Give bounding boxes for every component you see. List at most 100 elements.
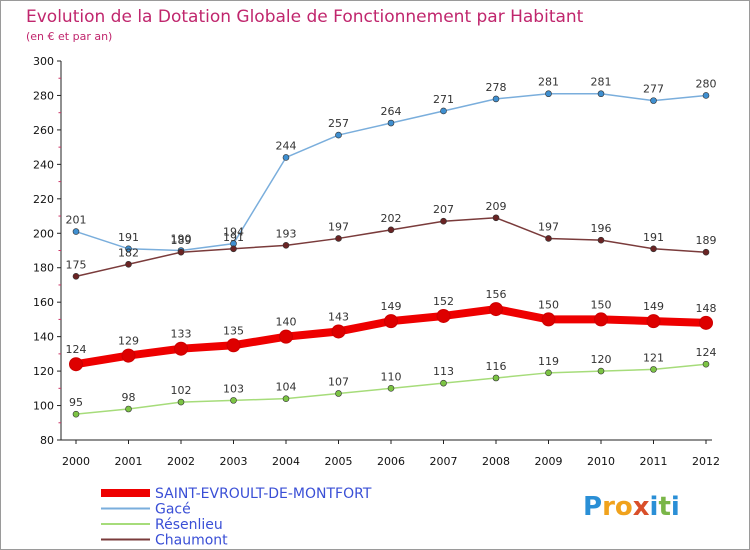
x-tick-label: 2000 bbox=[62, 455, 90, 468]
data-label: 129 bbox=[118, 335, 139, 348]
data-label: 107 bbox=[328, 375, 349, 388]
data-point bbox=[702, 92, 710, 99]
data-point bbox=[174, 341, 188, 356]
y-tick-label: 220 bbox=[33, 193, 54, 206]
series-0: 124 129 133 135 140 143 149 152 156 150 150 149 148 bbox=[66, 288, 717, 372]
data-point bbox=[594, 312, 608, 327]
data-point bbox=[282, 395, 290, 402]
series-layer: 95 98 102 103 104 107 110 113 116 119 120 121 124 201… bbox=[66, 76, 717, 418]
data-point bbox=[177, 248, 185, 256]
data-point bbox=[279, 329, 293, 344]
data-label: 143 bbox=[328, 310, 349, 323]
data-point bbox=[177, 398, 185, 406]
data-point bbox=[597, 90, 605, 98]
data-point bbox=[650, 245, 657, 253]
y-tick-label: 240 bbox=[33, 158, 54, 171]
data-point bbox=[650, 366, 657, 373]
data-point bbox=[492, 374, 500, 382]
data-label: 209 bbox=[486, 200, 507, 213]
data-label: 194 bbox=[223, 226, 244, 239]
data-point bbox=[331, 324, 346, 339]
y-tick-label: 260 bbox=[33, 124, 54, 137]
data-point bbox=[335, 235, 342, 242]
data-point bbox=[702, 248, 710, 256]
data-point bbox=[72, 228, 80, 235]
data-point bbox=[387, 119, 395, 127]
data-label: 133 bbox=[171, 328, 192, 341]
data-label: 197 bbox=[328, 220, 349, 233]
data-label: 150 bbox=[591, 298, 612, 311]
data-point bbox=[699, 315, 713, 330]
y-tick-label: 160 bbox=[33, 296, 54, 309]
data-label: 278 bbox=[486, 81, 507, 94]
data-point bbox=[125, 245, 132, 253]
data-point bbox=[125, 260, 132, 268]
proxiti-logo: Proxiti bbox=[583, 492, 680, 522]
data-label: 201 bbox=[66, 214, 87, 227]
data-point bbox=[702, 360, 710, 368]
x-tick-label: 2002 bbox=[167, 455, 195, 468]
data-label: 193 bbox=[276, 227, 297, 240]
data-label: 277 bbox=[643, 83, 664, 96]
data-point bbox=[650, 97, 657, 104]
data-point bbox=[436, 308, 451, 323]
data-label: 189 bbox=[696, 234, 717, 247]
data-point bbox=[440, 217, 447, 225]
y-tick-label: 80 bbox=[40, 434, 54, 447]
data-point bbox=[440, 107, 447, 115]
data-point bbox=[121, 348, 136, 363]
legend-label: Gacé bbox=[155, 502, 191, 518]
chart-subtitle: (en € et par an) bbox=[26, 30, 112, 43]
data-label: 191 bbox=[643, 231, 664, 244]
y-tick-label: 120 bbox=[33, 365, 54, 378]
data-point bbox=[384, 314, 398, 329]
data-label: 264 bbox=[381, 105, 402, 118]
data-label: 140 bbox=[276, 316, 297, 329]
data-label: 149 bbox=[643, 300, 664, 313]
y-tick-label: 100 bbox=[33, 400, 54, 413]
data-label: 281 bbox=[538, 76, 559, 89]
data-label: 121 bbox=[643, 351, 664, 364]
legend: SAINT-EVROULT-DE-MONTFORTGacéRésenlieuCh… bbox=[101, 486, 372, 549]
y-tick-label: 280 bbox=[33, 89, 54, 102]
data-label: 150 bbox=[538, 298, 559, 311]
data-label: 281 bbox=[591, 76, 612, 89]
data-label: 191 bbox=[118, 231, 139, 244]
data-point bbox=[282, 242, 290, 249]
data-label: 120 bbox=[591, 353, 612, 366]
data-label: 102 bbox=[171, 384, 192, 397]
data-label: 135 bbox=[223, 324, 244, 337]
series-2: 95 98 102 103 104 107 110 113 116 119 120 121 124 bbox=[69, 346, 717, 418]
data-label: 103 bbox=[223, 382, 244, 395]
data-label: 175 bbox=[66, 258, 87, 271]
legend-label: SAINT-EVROULT-DE-MONTFORT bbox=[155, 486, 372, 502]
data-point bbox=[226, 338, 241, 353]
data-point bbox=[387, 385, 395, 392]
x-tick-label: 2003 bbox=[220, 455, 248, 468]
legend-label: Résenlieu bbox=[155, 517, 223, 533]
data-label: 189 bbox=[171, 234, 192, 247]
data-label: 280 bbox=[696, 77, 717, 90]
data-label: 116 bbox=[486, 360, 507, 373]
data-label: 207 bbox=[433, 203, 454, 216]
data-point bbox=[545, 235, 552, 242]
x-tick-label: 2011 bbox=[640, 455, 668, 468]
data-point bbox=[545, 369, 552, 377]
x-tick-label: 2001 bbox=[115, 455, 143, 468]
data-point bbox=[597, 367, 605, 375]
data-point bbox=[489, 302, 503, 317]
data-point bbox=[492, 95, 500, 103]
data-label: 110 bbox=[381, 370, 402, 383]
data-label: 98 bbox=[122, 391, 136, 404]
data-label: 182 bbox=[118, 246, 139, 259]
data-point bbox=[541, 312, 556, 327]
data-point bbox=[492, 214, 500, 222]
data-point bbox=[545, 90, 552, 98]
x-tick-label: 2007 bbox=[430, 455, 458, 468]
data-label: 156 bbox=[486, 288, 507, 301]
data-label: 149 bbox=[381, 300, 402, 313]
x-tick-label: 2009 bbox=[535, 455, 563, 468]
data-point bbox=[282, 154, 290, 161]
data-point bbox=[230, 245, 237, 253]
